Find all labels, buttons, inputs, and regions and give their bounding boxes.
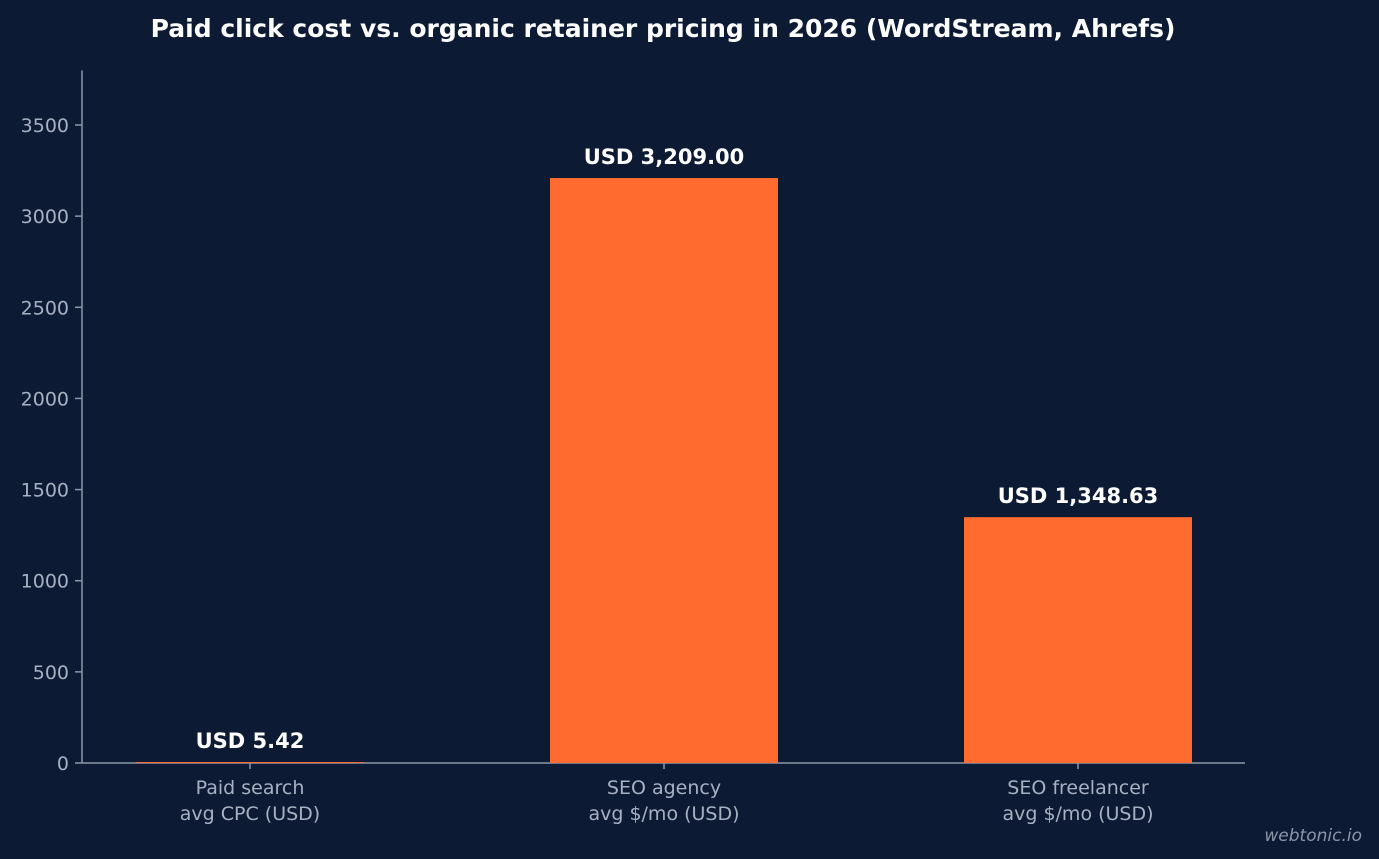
y-tick-label: 0 — [57, 753, 69, 775]
y-axis: 0 500 1000 1500 2000 2500 3000 3500 — [21, 70, 83, 775]
bar-2 — [964, 517, 1192, 763]
y-tick-label: 1500 — [21, 480, 69, 502]
x-tick-label: avg $/mo (USD) — [1002, 803, 1153, 825]
y-tick-label: 1000 — [21, 571, 69, 593]
y-tick-label: 3500 — [21, 115, 69, 137]
data-label-1: USD 3,209.00 — [584, 145, 745, 169]
data-label-2: USD 1,348.63 — [998, 484, 1159, 508]
x-tick-label: Paid search — [196, 777, 305, 799]
y-tick-label: 500 — [33, 662, 69, 684]
x-tick-label: SEO freelancer — [1007, 777, 1149, 799]
x-tick-label: avg $/mo (USD) — [588, 803, 739, 825]
y-tick-label: 2500 — [21, 297, 69, 319]
data-label-0: USD 5.42 — [196, 729, 305, 753]
bars — [136, 178, 1192, 763]
x-tick-label: avg CPC (USD) — [180, 803, 320, 825]
data-labels: USD 5.42 USD 3,209.00 USD 1,348.63 — [196, 145, 1159, 753]
watermark: webtonic.io — [1264, 826, 1362, 846]
y-tick-label: 2000 — [21, 388, 69, 410]
bar-1 — [550, 178, 778, 763]
y-tick-label: 3000 — [21, 206, 69, 228]
x-axis: Paid search avg CPC (USD) SEO agency avg $/… — [82, 762, 1245, 825]
x-tick-label: SEO agency — [607, 777, 721, 799]
bar-0 — [136, 762, 364, 763]
chart-title: Paid click cost vs. organic retainer pri… — [151, 14, 1176, 43]
